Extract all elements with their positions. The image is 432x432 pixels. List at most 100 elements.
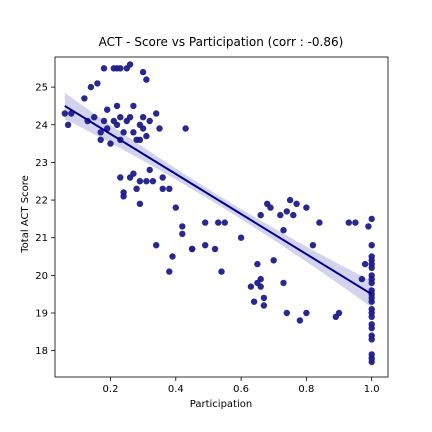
y-tick-label: 19 [35, 309, 48, 320]
data-point [139, 114, 147, 121]
data-point [270, 257, 277, 264]
data-point [211, 245, 219, 253]
data-point [100, 65, 108, 72]
data-point [277, 211, 284, 219]
data-point [368, 215, 375, 223]
data-point [303, 309, 310, 317]
data-point [61, 110, 68, 117]
x-axis-label: Participation [190, 399, 252, 410]
regression-line [64, 105, 373, 296]
data-point [182, 125, 189, 132]
data-point [345, 219, 352, 226]
data-point [113, 102, 121, 110]
data-point [153, 242, 160, 249]
data-point [130, 129, 137, 136]
data-point [133, 185, 140, 192]
x-tick-label: 0.4 [168, 384, 184, 395]
data-point [280, 279, 287, 287]
data-point [361, 260, 369, 268]
y-tick-label: 20 [35, 271, 48, 282]
regression-line-layer [64, 105, 373, 296]
data-point [130, 170, 137, 177]
y-tick-label: 24 [35, 120, 48, 131]
x-tick-label: 0.8 [298, 384, 314, 395]
data-point [368, 264, 375, 271]
data-point [257, 275, 264, 283]
data-point [267, 204, 274, 211]
data-point [316, 219, 323, 226]
chart-title: ACT - Score vs Participation (corr : -0.… [99, 35, 344, 49]
data-point [179, 223, 186, 230]
data-point [188, 245, 196, 253]
data-point [368, 279, 375, 287]
data-point [64, 121, 72, 128]
data-point [368, 298, 375, 305]
data-point [352, 219, 359, 226]
data-point [136, 178, 144, 185]
data-point [237, 234, 245, 241]
data-point [169, 253, 176, 260]
data-point [143, 178, 150, 185]
data-point [368, 324, 375, 332]
data-point [179, 230, 186, 238]
data-point [107, 140, 114, 147]
data-point [146, 166, 153, 174]
data-point [280, 227, 287, 234]
data-point [113, 121, 121, 128]
data-point [117, 174, 124, 181]
data-point [257, 211, 264, 219]
data-point [159, 185, 166, 192]
data-point [97, 129, 104, 136]
data-point [156, 125, 163, 132]
data-point [143, 76, 150, 83]
data-point [153, 110, 160, 117]
data-point [146, 117, 153, 125]
data-point [120, 129, 127, 136]
data-point [293, 200, 300, 207]
data-point [120, 193, 127, 200]
data-point [136, 136, 144, 143]
y-tick-label: 22 [35, 196, 48, 207]
data-point [215, 219, 222, 226]
data-point [368, 242, 375, 249]
points-layer [61, 61, 375, 366]
x-tick-label: 0.6 [233, 384, 249, 395]
data-point [368, 358, 375, 366]
data-point [283, 208, 290, 215]
data-point [218, 268, 225, 275]
data-point [91, 114, 98, 121]
data-point [368, 336, 375, 343]
data-point [100, 117, 108, 125]
data-point [126, 61, 134, 68]
y-axis-label: Total ACT Score [20, 175, 31, 253]
y-tick-label: 18 [35, 346, 48, 357]
data-point [250, 298, 258, 305]
y-tick-label: 25 [35, 83, 48, 94]
data-point [143, 132, 150, 140]
data-point [283, 309, 290, 317]
data-point [309, 242, 317, 249]
y-tick-label: 21 [35, 233, 48, 244]
data-point [247, 283, 255, 290]
data-point [87, 83, 95, 91]
data-point [117, 65, 124, 72]
data-point [257, 283, 264, 290]
data-point [81, 95, 88, 102]
data-point [286, 196, 294, 204]
y-tick-label: 23 [35, 158, 48, 169]
data-point [202, 219, 209, 226]
data-point [166, 185, 173, 192]
x-tick-label: 1.0 [364, 384, 380, 395]
data-point [221, 219, 228, 226]
data-point [296, 317, 304, 324]
data-point [202, 242, 209, 249]
plot-area-frame [54, 56, 389, 378]
data-point [159, 174, 166, 181]
data-point [254, 260, 261, 268]
data-point [130, 102, 137, 110]
data-point [260, 302, 268, 309]
data-point [368, 313, 375, 320]
data-point [97, 136, 104, 143]
data-point [139, 68, 147, 76]
